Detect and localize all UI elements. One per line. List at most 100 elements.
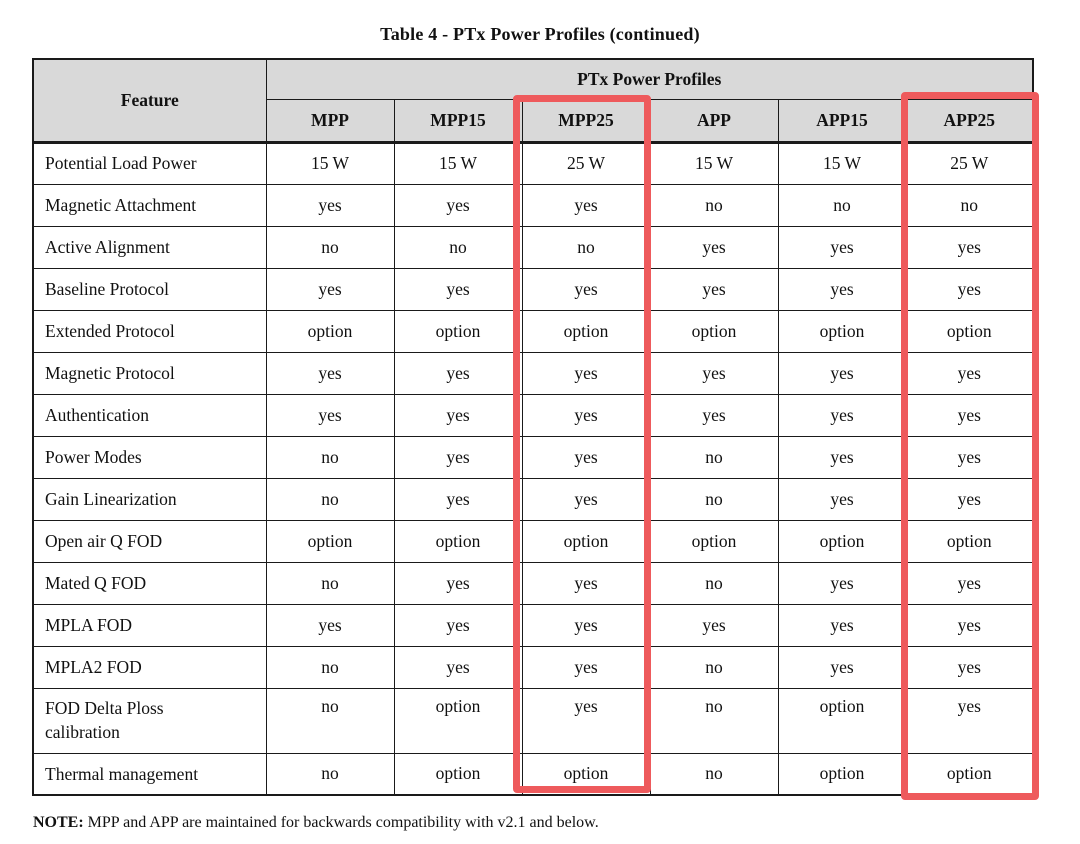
column-header-app15: APP15	[777, 98, 907, 143]
value-cell: option	[649, 519, 779, 563]
value-cell: yes	[777, 645, 907, 689]
value-cell: 15 W	[777, 140, 907, 185]
column-header-row: MPP MPP15 MPP25 APP APP15 APP25	[33, 98, 1034, 143]
value-cell: yes	[777, 225, 907, 269]
value-cell: no	[649, 435, 779, 479]
value-cell: yes	[777, 435, 907, 479]
value-cell: yes	[393, 561, 523, 605]
feature-cell: Potential Load Power	[32, 140, 267, 185]
feature-cell: Baseline Protocol	[32, 267, 267, 311]
value-cell: option	[777, 519, 907, 563]
value-cell: option	[777, 752, 907, 796]
value-cell: yes	[393, 645, 523, 689]
feature-cell: Gain Linearization	[32, 477, 267, 521]
value-cell: no	[521, 225, 651, 269]
feature-cell: Mated Q FOD	[32, 561, 267, 605]
value-cell: option	[777, 687, 907, 754]
value-cell: yes	[393, 393, 523, 437]
value-cell: no	[265, 435, 395, 479]
power-profiles-table: Feature PTx Power Profiles MPP MPP15 MPP25…	[32, 58, 1035, 796]
value-cell: yes	[905, 561, 1034, 605]
column-header-app: APP	[649, 98, 779, 143]
value-cell: 25 W	[521, 140, 651, 185]
value-cell: option	[905, 519, 1034, 563]
value-cell: yes	[393, 435, 523, 479]
value-cell: option	[905, 309, 1034, 353]
value-cell: yes	[905, 393, 1034, 437]
value-cell: no	[777, 183, 907, 227]
value-cell: yes	[777, 477, 907, 521]
value-cell: no	[649, 687, 779, 754]
column-header-app25: APP25	[905, 98, 1034, 143]
value-cell: option	[649, 309, 779, 353]
value-cell: option	[521, 309, 651, 353]
value-cell: no	[265, 645, 395, 689]
feature-cell: FOD Delta Ploss calibration	[32, 687, 267, 754]
value-cell: yes	[649, 267, 779, 311]
table-title: Table 4 - PTx Power Profiles (continued)	[380, 24, 700, 44]
column-header-mpp25: MPP25	[521, 98, 651, 143]
table-row: Mated Q FOD no yes yes no yes yes	[32, 561, 1034, 605]
table-row: Baseline Protocol yes yes yes yes yes yes	[32, 267, 1034, 311]
value-cell: 15 W	[265, 140, 395, 185]
table-row: Gain Linearization no yes yes no yes yes	[32, 477, 1034, 521]
value-cell: yes	[905, 477, 1034, 521]
table-row: Authentication yes yes yes yes yes yes	[32, 393, 1034, 437]
table-row: MPLA2 FOD no yes yes no yes yes	[32, 645, 1034, 689]
value-cell: yes	[905, 225, 1034, 269]
group-header: PTx Power Profiles	[265, 58, 1034, 100]
table-row: Extended Protocol option option option optio…	[32, 309, 1034, 353]
value-cell: option	[393, 752, 523, 796]
value-cell: no	[649, 752, 779, 796]
value-cell: no	[265, 225, 395, 269]
value-cell: no	[265, 687, 395, 754]
value-cell: yes	[521, 603, 651, 647]
value-cell: yes	[521, 267, 651, 311]
table-row: Magnetic Attachment yes yes yes no no no	[32, 183, 1034, 227]
value-cell: yes	[905, 687, 1034, 754]
value-cell: no	[649, 183, 779, 227]
value-cell: yes	[393, 351, 523, 395]
value-cell: no	[649, 645, 779, 689]
note-text: MPP and APP are maintained for backwards…	[87, 814, 599, 831]
value-cell: option	[265, 309, 395, 353]
value-cell: yes	[777, 351, 907, 395]
value-cell: option	[521, 519, 651, 563]
value-cell: option	[393, 519, 523, 563]
feature-cell: Active Alignment	[32, 225, 267, 269]
value-cell: yes	[521, 477, 651, 521]
value-cell: 15 W	[649, 140, 779, 185]
value-cell: no	[649, 561, 779, 605]
value-cell: yes	[393, 477, 523, 521]
value-cell: yes	[649, 603, 779, 647]
value-cell: no	[265, 561, 395, 605]
value-cell: no	[265, 477, 395, 521]
value-cell: yes	[777, 603, 907, 647]
value-cell: yes	[521, 645, 651, 689]
table-row: Open air Q FOD option option option option op…	[32, 519, 1034, 563]
value-cell: option	[393, 687, 523, 754]
column-header-mpp15: MPP15	[393, 98, 523, 143]
value-cell: yes	[393, 183, 523, 227]
value-cell: option	[393, 309, 523, 353]
value-cell: yes	[521, 687, 651, 754]
value-cell: yes	[905, 351, 1034, 395]
value-cell: 15 W	[393, 140, 523, 185]
value-cell: yes	[265, 267, 395, 311]
table-row: MPLA FOD yes yes yes yes yes yes	[32, 603, 1034, 647]
value-cell: yes	[265, 603, 395, 647]
table-note: NOTE: MPP and APP are maintained for bac…	[33, 814, 599, 832]
value-cell: no	[265, 752, 395, 796]
value-cell: yes	[649, 351, 779, 395]
group-header-row: Feature PTx Power Profiles	[32, 58, 1034, 143]
feature-cell: Extended Protocol	[32, 309, 267, 353]
value-cell: yes	[265, 351, 395, 395]
feature-header: Feature	[32, 58, 267, 143]
value-cell: yes	[265, 393, 395, 437]
value-cell: yes	[393, 267, 523, 311]
table-row: Magnetic Protocol yes yes yes yes yes yes	[32, 351, 1034, 395]
feature-cell: Thermal management	[32, 752, 267, 796]
table-row: Thermal management no option option no option…	[32, 752, 1034, 796]
value-cell: yes	[649, 225, 779, 269]
